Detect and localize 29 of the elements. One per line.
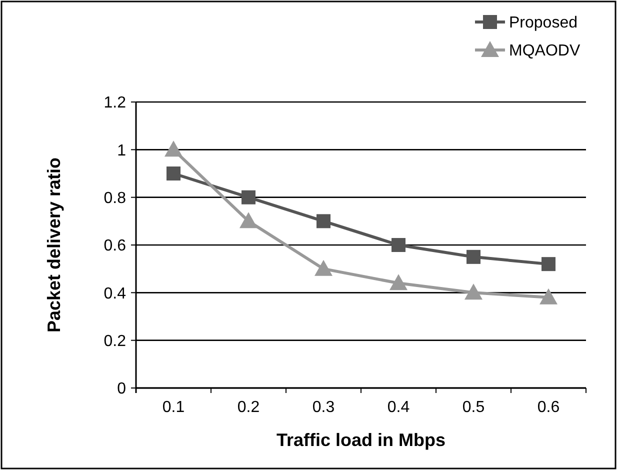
legend-label: MQAODV xyxy=(509,42,580,60)
point xyxy=(316,214,330,228)
y-tick-label: 0.8 xyxy=(104,190,126,207)
y-tick-label: 0.2 xyxy=(104,332,126,350)
x-tick-label: 0.4 xyxy=(387,399,410,416)
point xyxy=(466,250,480,264)
x-tick-label: 0.1 xyxy=(162,399,185,416)
x-tick-label: 0.6 xyxy=(537,399,560,416)
x-tick-label: 0.5 xyxy=(462,399,485,416)
point xyxy=(166,166,180,180)
x-tick-label: 0.2 xyxy=(237,399,260,416)
point xyxy=(390,274,408,290)
point xyxy=(314,260,332,276)
y-tick-label: 0.4 xyxy=(104,285,126,302)
point xyxy=(240,212,258,228)
legend-label: Proposed xyxy=(509,14,578,32)
point xyxy=(464,284,482,300)
y-tick-label: 0 xyxy=(117,380,126,398)
y-tick-label: 1 xyxy=(117,142,126,160)
point xyxy=(164,140,182,157)
point xyxy=(392,238,406,252)
x-axis-title: Traffic load in Mbps xyxy=(276,430,446,450)
y-tick-label: 1.2 xyxy=(104,94,126,112)
y-tick-label: 0.6 xyxy=(104,238,126,255)
point xyxy=(542,257,556,272)
point xyxy=(540,288,558,304)
y-axis-title: Packet delivery ratio xyxy=(44,157,64,333)
x-tick-label: 0.3 xyxy=(312,399,335,416)
point xyxy=(242,190,256,204)
